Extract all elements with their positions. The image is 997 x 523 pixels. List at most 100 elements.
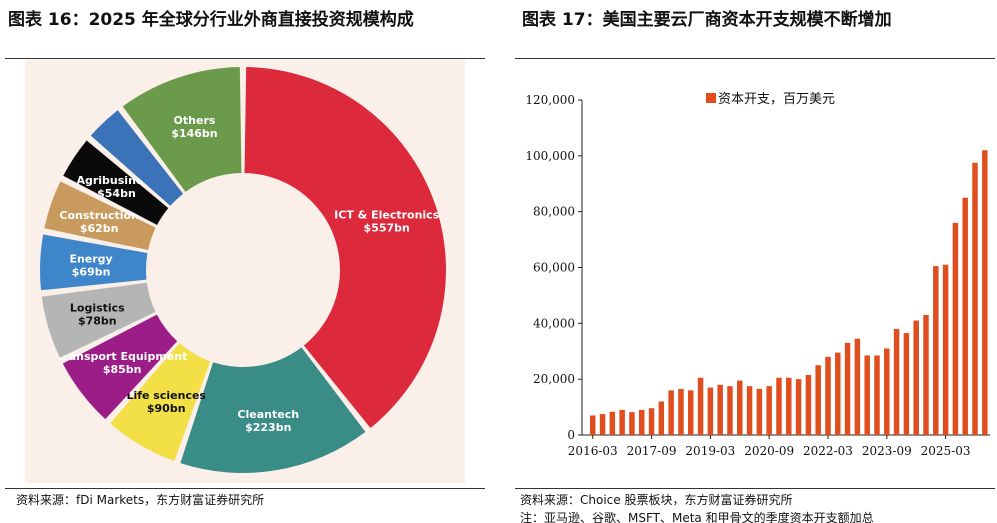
- capex-bar: [835, 352, 841, 435]
- slice-value-life-sciences: $90bn: [147, 402, 186, 415]
- capex-bar: [913, 320, 919, 435]
- capex-bar: [972, 162, 978, 435]
- capex-bar: [629, 412, 635, 435]
- capex-bar: [854, 338, 861, 435]
- bar-chart-area: 0 20,000 40,000 60,000 80,000 100,000 120,000 2…: [510, 60, 997, 488]
- left-figure-title: 图表 16：2025 年全球分行业外商直接投资规模构成: [8, 10, 414, 30]
- x-tick-label: 2016-03: [568, 444, 618, 458]
- y-tick-label: 60,000: [533, 261, 575, 275]
- slice-name-cleantech: Cleantech: [237, 408, 299, 421]
- capex-bar: [982, 150, 988, 435]
- x-tick-label: 2020-09: [744, 444, 794, 458]
- donut-slice-others: [122, 67, 242, 192]
- y-tick-label: 40,000: [533, 316, 575, 330]
- donut-slice-cleantech: [180, 347, 366, 473]
- donut-slice-life-sciences: [110, 343, 211, 462]
- slice-value-ict-electronics: $557bn: [364, 222, 410, 235]
- y-tick-label: 0: [567, 428, 575, 442]
- left-figure-panel: 图表 16：2025 年全球分行业外商直接投资规模构成 ICT & Electr…: [0, 0, 490, 523]
- capex-bar: [658, 401, 665, 435]
- y-tick-label: 100,000: [525, 149, 575, 163]
- x-tick-label: 2023-09: [862, 444, 912, 458]
- capex-bar: [688, 390, 694, 435]
- capex-bar: [952, 222, 959, 435]
- y-tick-label: 120,000: [525, 93, 575, 107]
- donut-slice-transport-equipment: [62, 314, 178, 420]
- slice-value-construction: $62bn: [80, 222, 119, 235]
- capex-bar: [697, 377, 704, 435]
- slice-name-energy: Energy: [69, 252, 112, 265]
- donut-label-agribusiness: Agribusiness$54bn: [76, 174, 156, 200]
- capex-bar: [893, 328, 900, 435]
- slice-name-construction: Construction: [59, 209, 138, 222]
- right-figure-panel: 图表 17：美国主要云厂商资本开支规模不断增加 0 20,000 40,000 60,…: [510, 0, 997, 523]
- x-tick-label: 2017-09: [627, 444, 677, 458]
- donut-label-energy: Energy$69bn: [69, 252, 112, 278]
- x-tick-label: 2019-03: [685, 444, 735, 458]
- right-source-rule: [515, 488, 995, 489]
- capex-bar: [864, 355, 870, 435]
- slice-value-transport-equipment: $85bn: [103, 363, 142, 376]
- legend-swatch: [706, 93, 716, 103]
- y-tick-label: 20,000: [533, 372, 575, 386]
- slice-value-others: $146bn: [171, 127, 217, 140]
- y-tick-label: 80,000: [533, 205, 575, 219]
- capex-bar: [825, 356, 831, 435]
- capex-bar: [590, 415, 596, 435]
- capex-bar: [756, 388, 763, 435]
- slice-name-life-sciences: Life sciences: [126, 389, 206, 402]
- donut-label-logistics: Logistics$78bn: [70, 301, 125, 327]
- donut-chart-area: ICT & Electronics $557bn Cleantech $223bn Li…: [25, 60, 465, 483]
- donut-slice-logistics: [41, 282, 156, 358]
- capex-bar: [942, 264, 949, 435]
- capex-bar: [795, 379, 802, 435]
- slice-value-agribusiness: $54bn: [97, 187, 136, 200]
- capex-bar: [707, 387, 714, 435]
- x-tick-label: 2025-03: [921, 444, 971, 458]
- capex-bar: [884, 348, 890, 435]
- capex-bar: [923, 314, 929, 435]
- right-title-rule: [515, 58, 995, 59]
- left-source-text: 资料来源：fDi Markets，东方财富证券研究所: [16, 493, 265, 507]
- left-title-rule: [5, 58, 485, 59]
- capex-bar: [903, 333, 910, 435]
- donut-label-life-sciences: Life sciences$90bn: [126, 389, 206, 415]
- donut-chart: ICT & Electronics$557bn Cleantech$223bn Li…: [40, 67, 447, 473]
- capex-bar: [599, 414, 606, 435]
- capex-bar: [619, 409, 625, 435]
- capex-bar: [648, 408, 655, 435]
- bar-legend: 资本开支，百万美元: [706, 92, 835, 107]
- capex-bar: [746, 386, 753, 435]
- donut-label-ict-electronics: ICT & Electronics$557bn: [334, 209, 440, 235]
- donut-slice-energy: [40, 234, 148, 291]
- capex-bar: [727, 386, 733, 435]
- capex-bar: [717, 384, 723, 435]
- donut-slice-construction: [44, 181, 156, 251]
- right-note-text: 注：亚马逊、谷歌、MSFT、Meta 和甲骨文的季度资本开支额加总: [520, 511, 874, 523]
- slice-name-logistics: Logistics: [70, 301, 125, 314]
- slice-value-cleantech: $223bn: [245, 421, 291, 434]
- slice-name-transport-equipment: Transport Equipment: [57, 350, 187, 363]
- donut-slice-unlabeled: [90, 110, 184, 206]
- capex-bar: [609, 411, 616, 435]
- donut-slice-agribusiness: [63, 140, 169, 225]
- capex-bar: [874, 355, 880, 435]
- capex-bar: [805, 374, 812, 435]
- capex-bar: [766, 386, 772, 435]
- right-source-text: 资料来源：Choice 股票板块，东方财富证券研究所: [520, 493, 793, 507]
- capex-bar: [737, 380, 743, 435]
- capex-bar: [668, 390, 674, 435]
- slice-name-others: Others: [174, 114, 216, 127]
- capex-bar: [844, 342, 851, 435]
- donut-label-construction: Construction$62bn: [59, 209, 138, 235]
- donut-label-transport-equipment: Transport Equipment$85bn: [57, 350, 187, 376]
- capex-bar: [776, 377, 782, 435]
- donut-slice-ict-electronics: [244, 67, 447, 429]
- capex-bar: [786, 377, 792, 435]
- bar-chart: 0 20,000 40,000 60,000 80,000 100,000 120,000 2…: [525, 92, 990, 458]
- capex-bar: [815, 365, 821, 435]
- capex-bar: [962, 197, 968, 435]
- legend-label: 资本开支，百万美元: [718, 92, 835, 107]
- right-figure-title: 图表 17：美国主要云厂商资本开支规模不断增加: [522, 10, 892, 30]
- capex-bar: [933, 266, 939, 435]
